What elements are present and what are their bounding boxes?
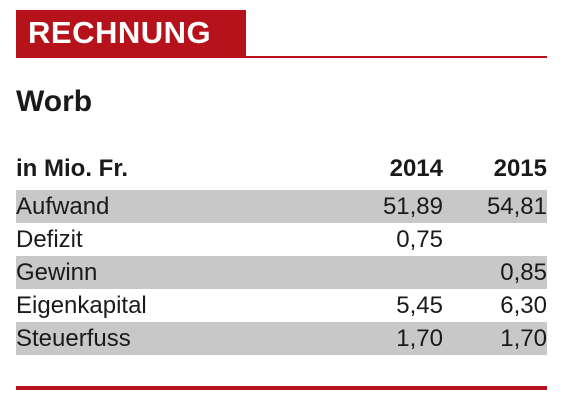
- cell-2015: 1,70: [500, 324, 547, 352]
- cell-2015: 6,30: [500, 291, 547, 319]
- cell-2014: 5,45: [396, 291, 443, 319]
- column-header-unit: in Mio. Fr.: [16, 155, 128, 182]
- row-label: Gewinn: [16, 258, 98, 286]
- row-label: Steuerfuss: [16, 324, 131, 352]
- section-header: RECHNUNG: [16, 10, 246, 56]
- section-header-label: RECHNUNG: [28, 15, 212, 50]
- row-label: Defizit: [16, 225, 83, 253]
- table-row: Steuerfuss 1,70 1,70: [16, 322, 547, 355]
- page-title: Worb: [16, 85, 93, 118]
- table-row: Eigenkapital 5,45 6,30: [16, 289, 547, 322]
- cell-2014: 1,70: [396, 324, 443, 352]
- row-label: Aufwand: [16, 192, 110, 220]
- cell-2014: 0,75: [396, 225, 443, 253]
- row-label: Eigenkapital: [16, 291, 147, 319]
- header-rule: [16, 56, 547, 58]
- cell-2015: 0,85: [500, 258, 547, 286]
- finance-table: in Mio. Fr. 2014 2015 Aufwand 51,89 54,8…: [16, 148, 547, 355]
- column-header-2015: 2015: [493, 155, 547, 182]
- table-header-row: in Mio. Fr. 2014 2015: [16, 148, 547, 190]
- column-header-2014: 2014: [389, 155, 443, 182]
- cell-2015: 54,81: [486, 192, 547, 220]
- footer-rule: [16, 386, 547, 390]
- table-row: Gewinn 0,85: [16, 256, 547, 289]
- table-row: Defizit 0,75: [16, 223, 547, 256]
- cell-2014: 51,89: [382, 192, 443, 220]
- table-row: Aufwand 51,89 54,81: [16, 190, 547, 223]
